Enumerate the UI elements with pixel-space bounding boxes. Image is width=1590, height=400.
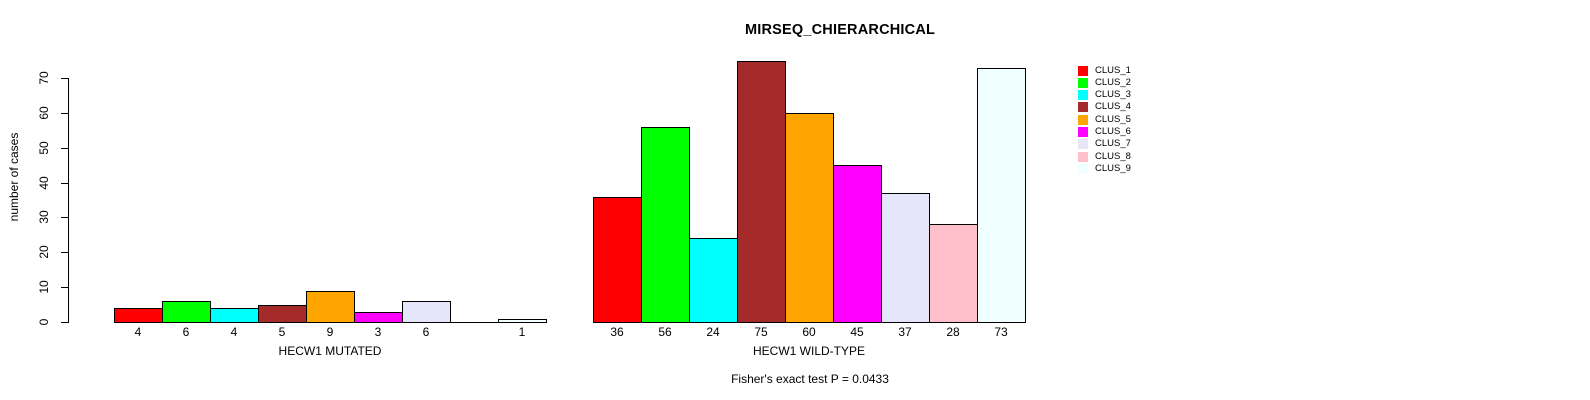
bar-value-label: 45 bbox=[850, 325, 864, 339]
y-axis-tick-label: 10 bbox=[37, 280, 51, 294]
legend-label: CLUS_8 bbox=[1095, 151, 1131, 162]
legend-swatch-clus_7 bbox=[1078, 138, 1088, 149]
legend-swatch-clus_4 bbox=[1078, 101, 1088, 112]
y-axis-tick-label: 40 bbox=[37, 176, 51, 190]
legend-label: CLUS_1 bbox=[1095, 65, 1131, 76]
bar-value-label: 24 bbox=[706, 325, 720, 339]
bar-value-label: 5 bbox=[278, 325, 286, 339]
legend-item-clus_1: CLUS_1 bbox=[1078, 65, 1131, 76]
legend-item-clus_7: CLUS_7 bbox=[1078, 138, 1131, 149]
bar-value-label: 28 bbox=[946, 325, 960, 339]
bar-clus_5-group1 bbox=[306, 291, 355, 323]
bar-clus_1-group1 bbox=[114, 308, 163, 323]
bar-value-label: 73 bbox=[994, 325, 1008, 339]
y-axis-tick-label: 60 bbox=[37, 106, 51, 120]
y-axis-label: number of cases bbox=[7, 132, 21, 222]
bar-clus_1-group2 bbox=[593, 197, 642, 323]
y-axis-tick-label: 0 bbox=[37, 318, 51, 326]
bar-clus_9-group1 bbox=[498, 319, 547, 323]
bar-value-label: 37 bbox=[898, 325, 912, 339]
bar-value-label: 6 bbox=[182, 325, 190, 339]
y-axis-tick bbox=[61, 183, 68, 184]
legend-label: CLUS_4 bbox=[1095, 101, 1131, 112]
y-axis-tick bbox=[61, 252, 68, 253]
bar-clus_2-group2 bbox=[641, 127, 690, 323]
y-axis-line bbox=[68, 78, 69, 323]
bar-value-label: 6 bbox=[422, 325, 430, 339]
y-axis-tick bbox=[61, 287, 68, 288]
bar-clus_9-group2 bbox=[977, 68, 1026, 323]
y-axis-tick-label: 70 bbox=[37, 71, 51, 85]
legend-swatch-clus_8 bbox=[1078, 151, 1088, 162]
chart-title: MIRSEQ_CHIERARCHICAL bbox=[744, 22, 936, 38]
legend-swatch-clus_3 bbox=[1078, 89, 1088, 100]
bar-value-label: 60 bbox=[802, 325, 816, 339]
bar-value-label: 36 bbox=[610, 325, 624, 339]
bar-value-label: 3 bbox=[374, 325, 382, 339]
y-axis-tick bbox=[61, 217, 68, 218]
y-axis-tick-label: 20 bbox=[37, 245, 51, 259]
legend-label: CLUS_9 bbox=[1095, 163, 1131, 174]
bar-clus_2-group1 bbox=[162, 301, 211, 323]
bar-value-label: 75 bbox=[754, 325, 768, 339]
bar-value-label: 9 bbox=[326, 325, 334, 339]
bar-clus_7-group1 bbox=[402, 301, 451, 323]
y-axis-tick bbox=[61, 322, 68, 323]
legend-item-clus_5: CLUS_5 bbox=[1078, 114, 1131, 125]
legend-swatch-clus_2 bbox=[1078, 77, 1088, 88]
y-axis-tick bbox=[61, 113, 68, 114]
x-axis-group-label: HECW1 WILD-TYPE bbox=[752, 344, 866, 358]
bar-value-label: 4 bbox=[134, 325, 142, 339]
bar-clus_5-group2 bbox=[785, 113, 834, 323]
legend-item-clus_6: CLUS_6 bbox=[1078, 126, 1131, 137]
legend-swatch-clus_6 bbox=[1078, 126, 1088, 137]
legend-swatch-clus_1 bbox=[1078, 65, 1088, 76]
legend-label: CLUS_5 bbox=[1095, 114, 1131, 125]
y-axis-tick bbox=[61, 148, 68, 149]
legend-label: CLUS_6 bbox=[1095, 126, 1131, 137]
y-axis-tick-label: 30 bbox=[37, 210, 51, 224]
y-axis-tick-label: 50 bbox=[37, 141, 51, 155]
legend-swatch-clus_9 bbox=[1078, 163, 1088, 174]
legend-item-clus_2: CLUS_2 bbox=[1078, 77, 1131, 88]
legend-item-clus_8: CLUS_8 bbox=[1078, 151, 1131, 162]
bar-clus_6-group2 bbox=[833, 165, 882, 323]
legend-item-clus_9: CLUS_9 bbox=[1078, 163, 1131, 174]
bar-value-label: 4 bbox=[230, 325, 238, 339]
legend-swatch-clus_5 bbox=[1078, 114, 1088, 125]
legend-label: CLUS_3 bbox=[1095, 89, 1131, 100]
legend-item-clus_3: CLUS_3 bbox=[1078, 89, 1131, 100]
bar-value-label: 56 bbox=[658, 325, 672, 339]
bar-value-label: 1 bbox=[518, 325, 526, 339]
bar-clus_8-group2 bbox=[929, 224, 978, 323]
bar-clus_3-group2 bbox=[689, 238, 738, 323]
bar-clus_6-group1 bbox=[354, 312, 403, 323]
legend-item-clus_4: CLUS_4 bbox=[1078, 101, 1131, 112]
bar-clus_4-group2 bbox=[737, 61, 786, 323]
x-axis-group-label: HECW1 MUTATED bbox=[278, 344, 382, 358]
bar-clus_7-group2 bbox=[881, 193, 930, 323]
legend-label: CLUS_7 bbox=[1095, 138, 1131, 149]
bar-clus_3-group1 bbox=[210, 308, 259, 323]
y-axis-tick bbox=[61, 78, 68, 79]
bar-clus_4-group1 bbox=[258, 305, 307, 323]
legend-label: CLUS_2 bbox=[1095, 77, 1131, 88]
fisher-test-annotation: Fisher's exact test P = 0.0433 bbox=[731, 372, 889, 386]
